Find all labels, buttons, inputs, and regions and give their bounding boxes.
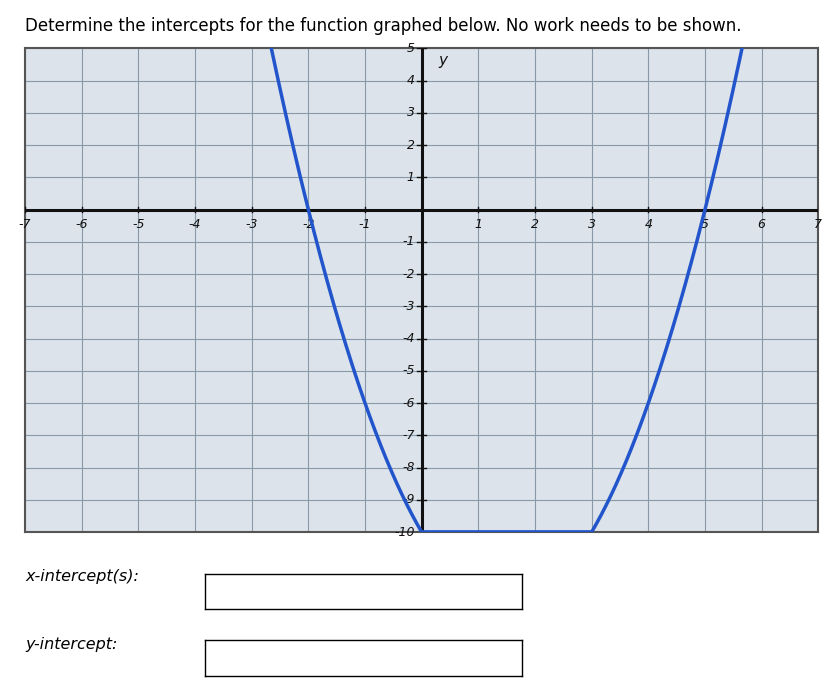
Text: -1: -1 xyxy=(359,218,372,231)
Text: -10: -10 xyxy=(394,526,415,538)
Text: -9: -9 xyxy=(402,493,415,507)
Text: 5: 5 xyxy=(407,42,415,55)
Text: -7: -7 xyxy=(19,218,31,231)
Text: 6: 6 xyxy=(757,218,766,231)
Text: -2: -2 xyxy=(402,267,415,281)
Text: -2: -2 xyxy=(302,218,315,231)
Text: -1: -1 xyxy=(402,236,415,248)
Text: 2: 2 xyxy=(531,218,539,231)
Text: y: y xyxy=(438,53,448,68)
Text: 3: 3 xyxy=(407,106,415,120)
Text: 1: 1 xyxy=(474,218,483,231)
Text: y-intercept:: y-intercept: xyxy=(25,636,118,652)
Text: -8: -8 xyxy=(402,461,415,474)
Text: -3: -3 xyxy=(245,218,258,231)
Text: -5: -5 xyxy=(402,364,415,377)
Text: -7: -7 xyxy=(402,429,415,442)
Text: 5: 5 xyxy=(701,218,709,231)
Text: -6: -6 xyxy=(75,218,88,231)
Text: 4: 4 xyxy=(407,74,415,87)
Text: 4: 4 xyxy=(645,218,652,231)
Text: Determine the intercepts for the function graphed below. No work needs to be sho: Determine the intercepts for the functio… xyxy=(25,17,741,35)
Text: -5: -5 xyxy=(132,218,144,231)
Text: 1: 1 xyxy=(407,171,415,184)
Text: 3: 3 xyxy=(588,218,595,231)
Text: -4: -4 xyxy=(402,332,415,345)
Text: -4: -4 xyxy=(189,218,201,231)
Text: -6: -6 xyxy=(402,397,415,410)
Text: 2: 2 xyxy=(407,139,415,151)
Text: -3: -3 xyxy=(402,300,415,313)
Text: x-intercept(s):: x-intercept(s): xyxy=(25,569,139,585)
Text: 7: 7 xyxy=(814,218,822,231)
